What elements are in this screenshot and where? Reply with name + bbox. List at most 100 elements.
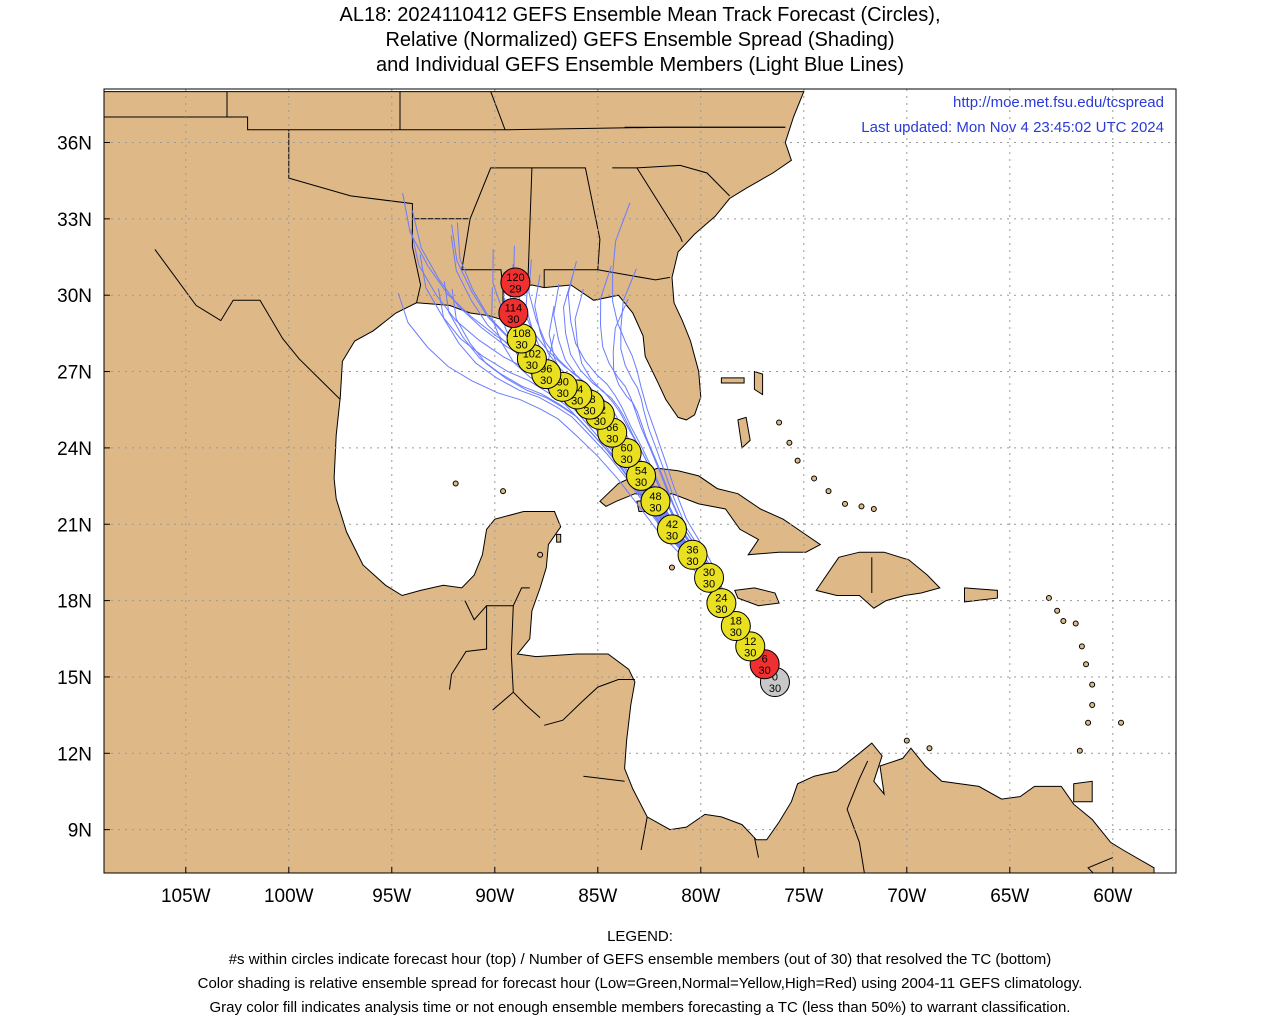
small-island <box>794 457 801 464</box>
small-island <box>926 745 933 752</box>
member-count-label: 30 <box>507 314 519 326</box>
lon-tick-label: 65W <box>990 886 1029 907</box>
lon-tick-label: 75W <box>784 886 823 907</box>
border-line <box>612 164 730 197</box>
lat-tick-label: 18N <box>57 592 92 613</box>
source-url[interactable]: http://moe.met.fsu.edu/tcspread <box>953 94 1164 111</box>
chart-title-line-1: AL18: 2024110412 GEFS Ensemble Mean Trac… <box>339 4 941 26</box>
last-updated: Last updated: Mon Nov 4 23:45:02 UTC 202… <box>861 119 1164 136</box>
north-america-land <box>104 91 1155 873</box>
lat-tick-label: 15N <box>57 668 92 689</box>
lat-tick-label: 24N <box>57 439 92 460</box>
lon-tick-label: 100W <box>264 886 314 907</box>
small-island <box>452 480 459 487</box>
member-count-label: 30 <box>583 406 595 418</box>
member-count-label: 30 <box>730 627 742 639</box>
axis-ticks: 36N 33N 30N 27N 24N 21N 18N 15N 12N 9N 105W 100W 95W… <box>57 134 1132 908</box>
small-island <box>1054 607 1061 614</box>
border-line <box>583 775 625 782</box>
member-count-label: 30 <box>715 604 727 616</box>
political-borders <box>104 91 1113 873</box>
mean-track-circles: 0306301230183024303030363042304830543060… <box>498 267 790 698</box>
legend-line-1: #s within circles indicate forecast hour… <box>228 951 1052 968</box>
forecast-circle <box>640 486 671 517</box>
border-line <box>1087 857 1113 873</box>
forecast-circle <box>626 460 657 491</box>
cozumel-land <box>556 533 562 543</box>
forecast-circle <box>677 539 708 570</box>
small-island <box>1083 661 1090 668</box>
small-island <box>1045 595 1052 602</box>
forecast-hour-label: 24 <box>715 593 727 605</box>
lat-tick-label: 30N <box>57 286 92 307</box>
map-frame <box>103 88 1177 874</box>
small-island <box>668 564 675 571</box>
small-island <box>786 439 793 446</box>
small-island <box>1072 620 1079 627</box>
forecast-circle <box>706 588 737 619</box>
forecast-hour-label: 54 <box>635 465 647 477</box>
member-count-label: 30 <box>759 665 771 677</box>
forecast-hour-label: 18 <box>730 616 742 628</box>
small-island <box>1089 701 1096 708</box>
forecast-hour-label: 60 <box>621 442 633 454</box>
lat-tick-label: 12N <box>57 744 92 765</box>
member-count-label: 30 <box>515 339 527 351</box>
small-island <box>500 488 507 495</box>
grand-bahama-land <box>720 377 745 384</box>
lat-tick-label: 33N <box>57 210 92 231</box>
small-island <box>858 503 865 510</box>
forecast-hour-label: 0 <box>772 672 778 684</box>
member-count-label: 29 <box>509 283 521 295</box>
member-count-label: 30 <box>703 579 715 591</box>
puerto-rico-land <box>964 587 998 603</box>
forecast-hour-label: 6 <box>762 654 768 666</box>
small-island <box>1060 617 1067 624</box>
small-island <box>1078 643 1085 650</box>
small-island <box>842 500 848 507</box>
lon-tick-label: 95W <box>372 886 411 907</box>
small-island <box>825 488 832 495</box>
lon-tick-label: 70W <box>887 886 926 907</box>
legend-line-3: Gray color fill indicates analysis time … <box>209 999 1071 1016</box>
border-line <box>640 816 648 851</box>
lon-tick-label: 90W <box>475 886 514 907</box>
trinidad-land <box>1073 780 1093 803</box>
lon-tick-label: 60W <box>1093 886 1132 907</box>
forecast-hour-label: 114 <box>505 303 523 315</box>
small-island <box>1076 747 1083 754</box>
member-count-label: 30 <box>686 556 698 568</box>
border-line <box>512 587 530 606</box>
small-island <box>1089 681 1096 688</box>
forecast-hour-label: 42 <box>666 519 678 531</box>
forecast-circle <box>720 611 751 642</box>
border-line <box>512 691 541 719</box>
chart-title-line-2: Relative (Normalized) GEFS Ensemble Spre… <box>385 29 895 51</box>
forecast-hour-label: 108 <box>512 328 530 340</box>
member-count-label: 30 <box>606 434 618 446</box>
lat-tick-label: 9N <box>68 821 92 842</box>
member-count-label: 30 <box>571 395 583 407</box>
member-count-label: 30 <box>666 530 678 542</box>
forecast-circle <box>500 267 531 298</box>
lat-tick-label: 36N <box>57 134 92 155</box>
small-island <box>870 505 877 512</box>
legend-line-2: Color shading is relative ensemble sprea… <box>197 975 1083 992</box>
forecast-circle <box>498 298 529 329</box>
border-line <box>154 249 341 400</box>
border-line <box>288 129 422 303</box>
andros-island-land <box>737 416 751 449</box>
lon-tick-label: 105W <box>161 886 211 907</box>
member-count-label: 30 <box>769 683 781 695</box>
small-island <box>537 551 544 558</box>
forecast-hour-label: 120 <box>506 272 524 284</box>
lon-tick-label: 85W <box>578 886 617 907</box>
